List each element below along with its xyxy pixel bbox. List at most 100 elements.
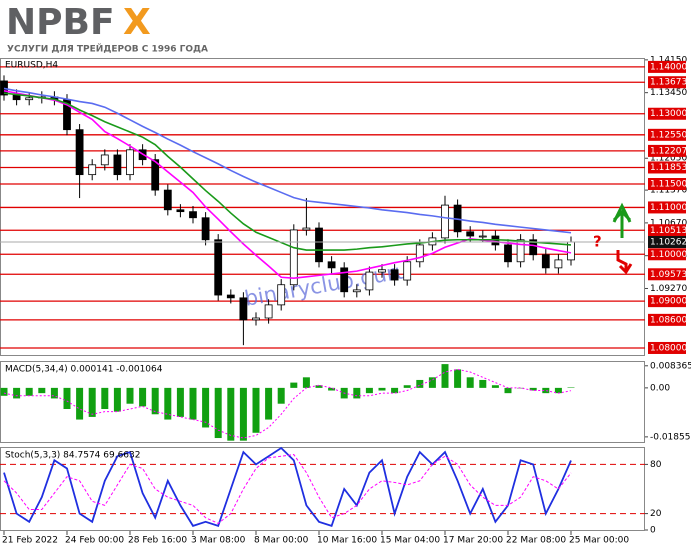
- y-tick-label: 20: [650, 509, 662, 519]
- candle-body: [113, 154, 122, 176]
- candle-body: [340, 267, 349, 293]
- y-tick-label: 0.008365: [650, 361, 691, 371]
- y-tick-label: 1.10670: [650, 218, 687, 228]
- level-label-box: [648, 161, 686, 174]
- macd-bar: [25, 387, 33, 396]
- macd-bar: [252, 387, 260, 433]
- macd-bar: [428, 377, 436, 388]
- macd-bar: [554, 387, 562, 394]
- macd-bar: [365, 387, 373, 394]
- level-label-box: [648, 313, 686, 326]
- level-label-box: [648, 268, 686, 281]
- candle-body: [214, 239, 223, 296]
- level-label-box: [648, 144, 686, 157]
- x-tick-label: 8 Mar 00:00: [254, 536, 309, 546]
- candle-body: [289, 229, 298, 286]
- macd-bar: [239, 387, 247, 441]
- candle-body: [378, 269, 386, 273]
- level-label: 1.11500: [650, 180, 687, 190]
- level-label: 1.12550: [650, 130, 687, 140]
- panel-title: Stoch(5,3,3) 84.7574 69.6632: [5, 451, 140, 461]
- current-price-box: [648, 236, 686, 249]
- chart-title: EURUSD,H4: [5, 61, 58, 71]
- stoch-panel: [0, 447, 645, 531]
- candle-body: [466, 231, 475, 237]
- level-label: 1.14000: [650, 62, 687, 72]
- candle-body: [75, 129, 84, 176]
- level-label: 1.10513: [650, 226, 687, 236]
- macd-bar: [265, 387, 273, 420]
- candle-body: [415, 244, 424, 263]
- candle-body: [12, 94, 21, 101]
- candle-body: [541, 254, 550, 269]
- candle-body: [25, 97, 34, 101]
- candle-body: [201, 217, 210, 241]
- macd-bar: [50, 387, 58, 399]
- x-tick-label: 3 Mar 08:00: [191, 536, 246, 546]
- macd-bar: [189, 387, 197, 420]
- macd-bar: [353, 387, 361, 399]
- level-label: 1.10000: [650, 250, 687, 260]
- candle-body: [277, 284, 286, 306]
- candle-body: [365, 271, 374, 291]
- x-tick-label: 28 Feb 16:00: [128, 536, 187, 546]
- stoch-signal: [3, 454, 572, 525]
- macd-bar: [567, 387, 575, 389]
- macd-bar: [517, 387, 525, 389]
- macd-bar: [454, 369, 462, 388]
- macd-bar: [126, 387, 134, 404]
- candle-body: [478, 235, 487, 238]
- y-tick-label: 0.00: [650, 383, 670, 393]
- level-label: 1.13673: [650, 78, 687, 88]
- macd-bar: [378, 387, 386, 391]
- macd-bar: [176, 387, 184, 417]
- level-label-box: [648, 178, 686, 191]
- macd-bar: [164, 387, 172, 420]
- level-label: 1.12207: [650, 146, 687, 156]
- candle-body: [252, 317, 260, 321]
- macd-bar: [529, 387, 537, 391]
- macd-bar: [416, 379, 424, 388]
- level-label-box: [648, 128, 686, 141]
- y-tick-label: 0: [650, 526, 656, 536]
- panel-title: MACD(5,34,4) 0.000141 -0.001064: [5, 365, 163, 375]
- y-tick-label: 1.11370: [650, 186, 687, 196]
- y-tick-label: 1.13450: [650, 88, 687, 98]
- level-label: 1.08000: [650, 343, 687, 353]
- level-label: 1.08600: [650, 315, 687, 325]
- x-tick-label: 22 Mar 08:00: [506, 536, 566, 546]
- macd-bar: [403, 385, 411, 388]
- macd-bar: [491, 385, 499, 388]
- x-tick-label: 15 Mar 04:00: [380, 536, 440, 546]
- annotation: ?: [593, 233, 602, 251]
- down-arrow: [616, 250, 633, 275]
- level-label-box: [648, 60, 686, 73]
- macd-bar: [113, 387, 121, 412]
- macd-bar: [290, 382, 298, 388]
- candle-body: [126, 149, 134, 176]
- chart-layer: 1.141501.134501.120501.113701.106701.099…: [0, 55, 691, 546]
- candle-body: [88, 164, 97, 176]
- level-label: 1.09000: [650, 297, 687, 307]
- macd-bar: [88, 387, 96, 417]
- level-label: 1.13000: [650, 109, 687, 119]
- candle-body: [403, 261, 412, 281]
- logo-text: NPBF: [6, 2, 115, 43]
- macd-bar: [0, 387, 8, 396]
- level-label-box: [648, 248, 686, 261]
- macd-bar: [76, 387, 84, 420]
- candle-body: [516, 239, 525, 263]
- candle-body: [239, 297, 248, 321]
- y-tick-label: 1.09270: [650, 284, 687, 294]
- level-label: 1.11853: [650, 163, 687, 173]
- x-tick-label: 10 Mar 16:00: [317, 536, 377, 546]
- y-tick-label: 1.12050: [650, 154, 687, 164]
- macd-bar: [227, 387, 235, 441]
- y-tick-label: 1.14150: [650, 55, 687, 65]
- x-tick-label: 17 Mar 20:00: [443, 536, 503, 546]
- y-tick-label: 80: [650, 460, 662, 470]
- x-tick-label: 24 Feb 00:00: [65, 536, 124, 546]
- candle-body: [554, 259, 563, 269]
- candle-body: [441, 204, 449, 239]
